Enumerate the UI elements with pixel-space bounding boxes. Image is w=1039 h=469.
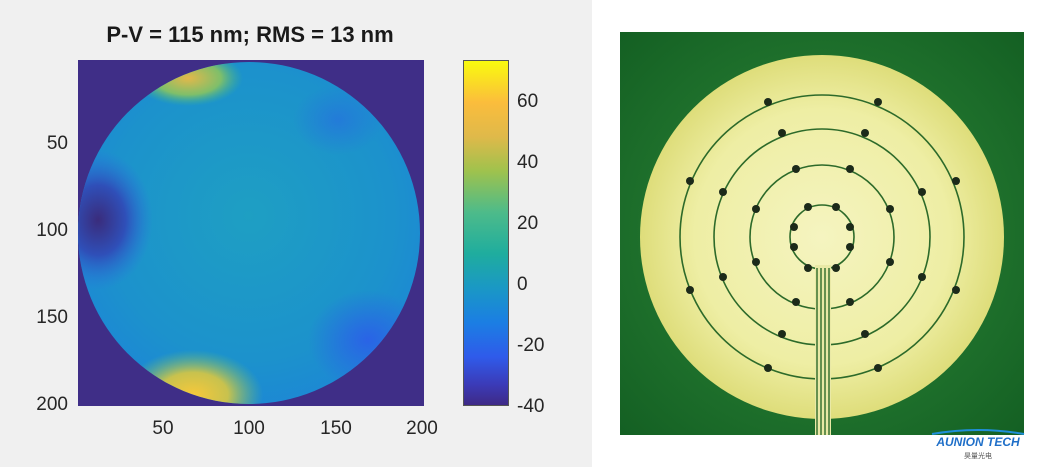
colorbar-tick-label: 0 (517, 274, 528, 295)
x-tick-label: 50 (152, 418, 174, 439)
colorbar-tick-label: -20 (517, 335, 545, 356)
figure-title: P-V = 115 nm; RMS = 13 nm (106, 22, 394, 47)
electrode-photo (620, 32, 1024, 435)
colorbar-tick-label: -40 (517, 396, 545, 417)
svg-text:AUNION TECH: AUNION TECH (935, 435, 1020, 449)
surface-map-figure: P-V = 115 nm; RMS = 13 nm (0, 0, 592, 467)
colorbar-tick-label: 20 (517, 213, 539, 234)
svg-text:昊量光电: 昊量光电 (964, 451, 992, 460)
y-tick-label: 200 (36, 394, 68, 415)
x-tick-label: 200 (406, 418, 438, 439)
aunion-tech-logo: AUNION TECH 昊量光电 (928, 428, 1028, 464)
x-tick-label: 150 (320, 418, 352, 439)
colorbar-tick-label: 60 (517, 91, 539, 112)
colorbar-tick-label: 40 (517, 152, 539, 173)
electrode-dots (686, 98, 960, 372)
y-tick-label: 150 (36, 307, 68, 328)
electrode-disk (640, 55, 1004, 419)
surface-map-plot (78, 60, 424, 406)
x-tick-label: 100 (233, 418, 265, 439)
colorbar (463, 60, 509, 406)
y-tick-label: 50 (46, 133, 68, 154)
y-tick-label: 100 (36, 220, 68, 241)
